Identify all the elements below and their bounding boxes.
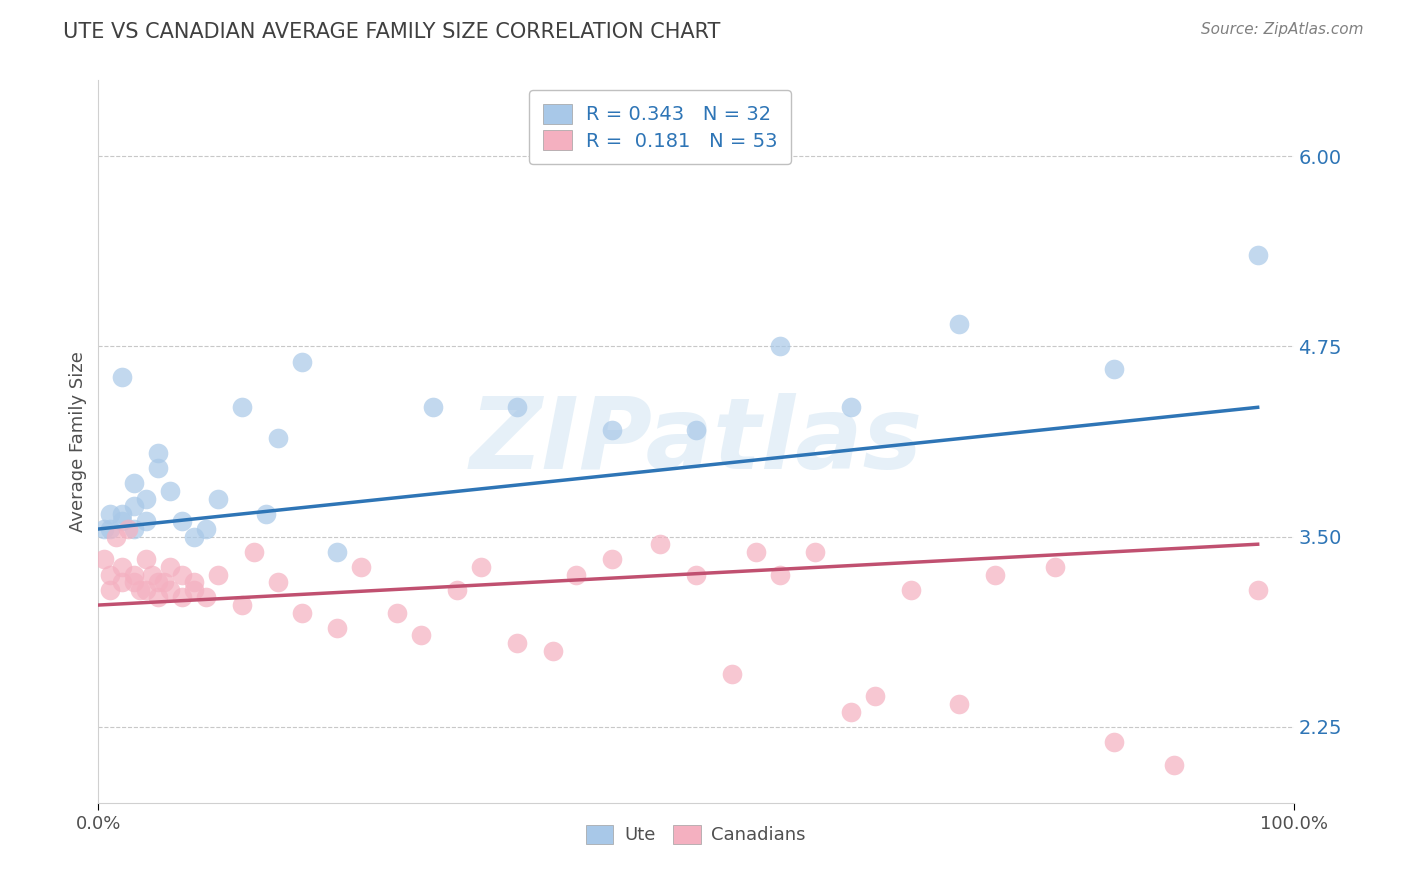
Text: ZIPatlas: ZIPatlas [470,393,922,490]
Point [648,537,672,551]
Point [135,582,157,597]
Point [1163,757,1185,772]
Y-axis label: Average Family Size: Average Family Size [69,351,87,532]
Point [148,575,170,590]
Point [135,552,157,566]
Point [506,401,529,415]
Point [124,567,146,582]
Point [291,606,314,620]
Point [195,591,218,605]
Point [470,560,492,574]
Point [129,582,152,597]
Point [506,636,529,650]
Point [124,575,146,590]
Point [207,567,229,582]
Text: Source: ZipAtlas.com: Source: ZipAtlas.com [1201,22,1364,37]
Point [267,575,290,590]
Point [721,666,744,681]
Point [172,567,194,582]
Point [148,446,170,460]
Point [98,567,122,582]
Point [1247,582,1270,597]
Point [124,522,146,536]
Point [183,582,205,597]
Point [1247,248,1270,262]
Point [948,317,970,331]
Point [159,483,181,498]
Point [254,507,277,521]
Point [172,591,194,605]
Point [768,567,790,582]
Point [385,606,409,620]
Point [183,575,205,590]
Point [111,507,134,521]
Point [446,582,468,597]
Point [93,552,115,566]
Point [602,423,624,437]
Point [148,591,170,605]
Point [111,515,134,529]
Point [117,522,139,536]
Point [111,575,134,590]
Point [326,621,349,635]
Point [111,370,134,384]
Point [422,401,444,415]
Point [124,476,146,491]
Point [207,491,229,506]
Point [685,567,707,582]
Point [148,461,170,475]
Point [195,522,218,536]
Point [984,567,1007,582]
Point [326,545,349,559]
Point [745,545,768,559]
Point [804,545,827,559]
Point [267,431,290,445]
Point [865,690,887,704]
Point [231,598,253,612]
Point [948,697,970,711]
Point [685,423,707,437]
Point [98,582,122,597]
Point [900,582,922,597]
Point [105,530,128,544]
Point [124,499,146,513]
Point [159,560,181,574]
Point [153,575,176,590]
Point [172,515,194,529]
Point [841,401,863,415]
Point [141,567,163,582]
Point [541,643,564,657]
Point [602,552,624,566]
Point [243,545,266,559]
Point [1043,560,1066,574]
Legend: Ute, Canadians: Ute, Canadians [579,818,813,852]
Point [135,515,157,529]
Point [1104,735,1126,749]
Point [183,530,205,544]
Point [350,560,373,574]
Point [98,507,122,521]
Point [565,567,588,582]
Point [135,491,157,506]
Point [111,560,134,574]
Point [231,401,253,415]
Point [98,522,122,536]
Point [411,628,433,642]
Point [768,339,790,353]
Text: UTE VS CANADIAN AVERAGE FAMILY SIZE CORRELATION CHART: UTE VS CANADIAN AVERAGE FAMILY SIZE CORR… [63,22,721,42]
Point [93,522,115,536]
Point [841,705,863,719]
Point [159,582,181,597]
Point [291,354,314,368]
Point [1104,362,1126,376]
